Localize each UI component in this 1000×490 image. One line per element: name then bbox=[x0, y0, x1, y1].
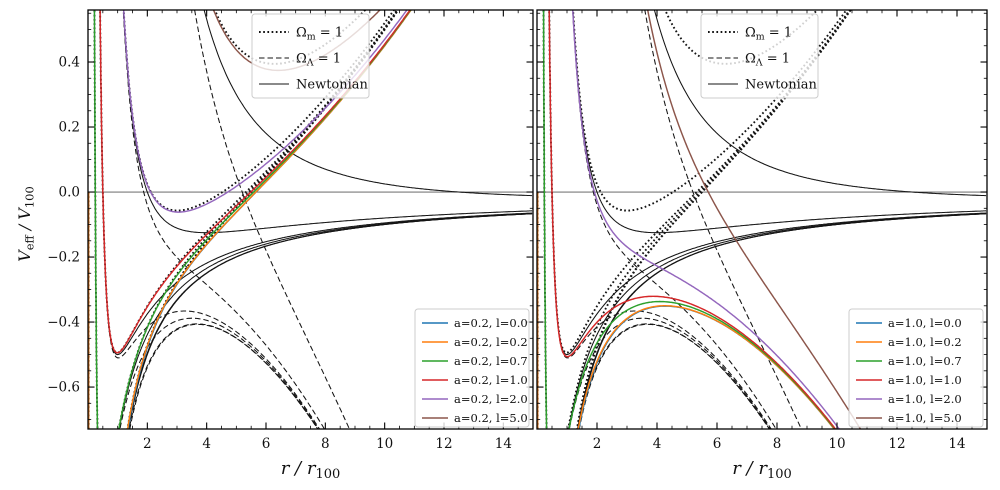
legend-label-series-1: a=1.0, l=0.2 bbox=[888, 335, 962, 349]
legend-label-series-4: a=1.0, l=2.0 bbox=[888, 392, 962, 406]
x-tick-label: 4 bbox=[653, 436, 662, 452]
legend-label-omega_lambda: ΩΛ = 1 bbox=[296, 52, 341, 69]
legend-label-series-5: a=1.0, l=5.0 bbox=[888, 411, 962, 425]
curve-omega_m-l0.7 bbox=[542, 10, 852, 429]
y-axis-label: Veff / V100 bbox=[15, 186, 37, 262]
curve-omega_lambda-l2 bbox=[122, 10, 325, 429]
legend-label-series-0: a=0.2, l=0.0 bbox=[454, 316, 528, 330]
panel-right: 2 4 6 8 10 12 14 r / r100 Ωm = 1 ΩΛ = 1 Newtonian a… bbox=[536, 9, 988, 482]
y-tick-label: −0.2 bbox=[47, 250, 80, 266]
legend-label-series-1: a=0.2, l=0.2 bbox=[454, 335, 528, 349]
curve-a1-l5 bbox=[646, 10, 862, 429]
x-tick-label: 10 bbox=[376, 436, 393, 452]
legend-series-right: a=1.0, l=0.0 a=1.0, l=0.2 a=1.0, l=0.7 a=1.… bbox=[848, 308, 984, 428]
x-tick-label: 4 bbox=[202, 436, 211, 452]
legend-label-series-3: a=0.2, l=1.0 bbox=[454, 373, 528, 387]
x-tick-label: 2 bbox=[143, 436, 152, 452]
panel-left: 2 4 6 8 10 12 14 0.4 0.2 0.0 −0.2 −0.4 −0.6 r / r100 Ω… bbox=[47, 9, 534, 482]
legend-label-series-3: a=1.0, l=1.0 bbox=[888, 373, 962, 387]
y-tick-label: 0.0 bbox=[59, 185, 80, 201]
legend-label-series-0: a=1.0, l=0.0 bbox=[888, 316, 962, 330]
curve-a1-l0.2 bbox=[537, 191, 836, 429]
x-tick-label: 8 bbox=[321, 436, 330, 452]
legend-label-newtonian: Newtonian bbox=[745, 78, 818, 93]
legend-label-series-5: a=0.2, l=5.0 bbox=[454, 411, 528, 425]
x-tick-label: 12 bbox=[888, 436, 905, 452]
x-tick-label: 12 bbox=[435, 436, 452, 452]
legend-box bbox=[848, 308, 984, 428]
legend-models-right: Ωm = 1 ΩΛ = 1 Newtonian bbox=[700, 13, 819, 99]
legend-box bbox=[251, 13, 370, 99]
curve-omega_lambda-l0.2 bbox=[537, 191, 771, 429]
x-axis-label: r / r100 bbox=[732, 458, 792, 482]
x-tick-label: 6 bbox=[713, 436, 722, 452]
x-axis-label: r / r100 bbox=[281, 458, 341, 482]
y-tick-label: 0.2 bbox=[59, 120, 80, 136]
curve-newtonian-l0.2 bbox=[537, 191, 987, 429]
legend-label-omega_m: Ωm = 1 bbox=[296, 26, 343, 43]
legend-box bbox=[700, 13, 819, 99]
curve-omega_lambda-l0.2 bbox=[88, 191, 319, 429]
legend-box bbox=[414, 308, 530, 428]
x-tick-label: 6 bbox=[262, 436, 271, 452]
x-tick-label: 2 bbox=[593, 436, 602, 452]
legend-series-left: a=0.2, l=0.0 a=0.2, l=0.2 a=0.2, l=0.7 a=0.… bbox=[414, 308, 530, 428]
legend-label-series-2: a=1.0, l=0.7 bbox=[888, 354, 962, 368]
y-tick-label: 0.4 bbox=[59, 55, 80, 71]
y-tick-label: −0.6 bbox=[47, 380, 80, 396]
curve-omega_m-l2 bbox=[572, 10, 848, 212]
y-tick-label: −0.4 bbox=[47, 315, 80, 331]
x-tick-label: 14 bbox=[495, 436, 512, 452]
curve-omega_lambda-l2 bbox=[572, 10, 777, 429]
x-tick-label: 14 bbox=[948, 436, 965, 452]
curve-newtonian-l5 bbox=[653, 10, 987, 197]
curve-a0.2-l1 bbox=[99, 10, 411, 354]
x-tick-label: 8 bbox=[773, 436, 782, 452]
curve-a1-l1 bbox=[548, 10, 837, 429]
curve-newtonian-l2 bbox=[572, 10, 987, 234]
curve-newtonian-l5 bbox=[203, 10, 533, 197]
curve-newtonian-l0.7 bbox=[543, 10, 987, 429]
legend-label-newtonian: Newtonian bbox=[296, 78, 369, 93]
curve-omega_m-l0.2 bbox=[537, 10, 852, 429]
legend-label-omega_m: Ωm = 1 bbox=[745, 26, 792, 43]
curve-a1-l0.7 bbox=[542, 10, 836, 429]
legend-label-series-2: a=0.2, l=0.7 bbox=[454, 354, 528, 368]
curve-newtonian-l0.2 bbox=[88, 191, 533, 429]
curve-a0.2-l2 bbox=[122, 10, 408, 213]
legend-label-omega_lambda: ΩΛ = 1 bbox=[745, 52, 790, 69]
curve-newtonian-l0.7 bbox=[93, 10, 533, 429]
legend-label-series-4: a=0.2, l=2.0 bbox=[454, 392, 528, 406]
plot-area-right bbox=[537, 10, 987, 429]
curve-newtonian-l2 bbox=[122, 10, 533, 234]
x-tick-label: 10 bbox=[828, 436, 845, 452]
plot-area-left bbox=[88, 10, 533, 429]
legend-models-left: Ωm = 1 ΩΛ = 1 Newtonian bbox=[251, 13, 370, 99]
